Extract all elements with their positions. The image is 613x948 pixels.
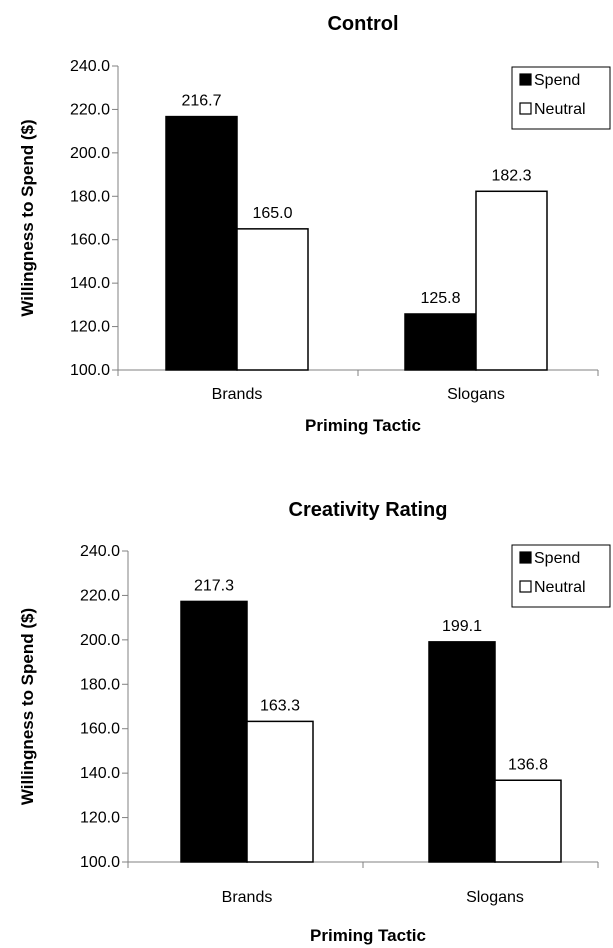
x-category-label: Brands	[222, 889, 273, 906]
bar-spend-slogans	[428, 641, 496, 863]
data-label: 216.7	[181, 93, 221, 110]
y-tick-label: 180.0	[70, 188, 110, 205]
data-label: 136.8	[508, 756, 548, 773]
chart-title: Creativity Rating	[289, 499, 448, 521]
data-label: 182.3	[491, 167, 531, 184]
y-tick-label: 160.0	[80, 721, 120, 738]
chart-panel-1: Control Willingness to Spend ($) 100.0 120.…	[18, 13, 611, 435]
legend-swatch-neutral	[519, 580, 532, 593]
legend-label-neutral: Neutral	[534, 101, 586, 118]
x-axis-title: Priming Tactic	[310, 926, 426, 945]
y-axis-title: Willingness to Spend ($)	[18, 608, 37, 805]
bar-neutral-slogans	[494, 779, 562, 863]
legend-label-spend: Spend	[534, 550, 580, 567]
y-tick-label: 180.0	[80, 676, 120, 693]
y-tick-label: 240.0	[70, 58, 110, 75]
legend-swatch-spend	[519, 73, 532, 86]
data-label: 165.0	[252, 205, 292, 222]
y-tick-label: 200.0	[70, 145, 110, 162]
y-tick-label: 140.0	[80, 765, 120, 782]
bar-spend-slogans	[404, 313, 477, 371]
y-tick-label: 160.0	[70, 232, 110, 249]
bar-neutral-brands	[236, 228, 309, 371]
y-tick-label: 100.0	[70, 362, 110, 379]
bar-neutral-slogans	[475, 190, 548, 371]
data-label: 217.3	[194, 577, 234, 594]
legend-label-neutral: Neutral	[534, 579, 586, 596]
x-category-label: Slogans	[447, 386, 505, 403]
y-tick-label: 140.0	[70, 275, 110, 292]
y-tick-label: 220.0	[70, 101, 110, 118]
legend-swatch-spend	[519, 551, 532, 564]
data-label: 163.3	[260, 697, 300, 714]
x-category-label: Slogans	[466, 889, 524, 906]
data-label: 199.1	[442, 618, 482, 635]
chart-panel-2: Creativity Rating Willingness to Spend ($…	[18, 499, 611, 945]
x-category-label: Brands	[212, 386, 263, 403]
y-tick-label: 200.0	[80, 632, 120, 649]
legend: Spend Neutral	[511, 544, 611, 608]
bar-neutral-brands	[246, 720, 314, 863]
legend: Spend Neutral	[511, 66, 611, 130]
y-tick-label: 220.0	[80, 587, 120, 604]
y-tick-label: 240.0	[80, 543, 120, 560]
bar-spend-brands	[180, 600, 248, 863]
legend-swatch-neutral	[519, 102, 532, 115]
y-tick-label: 120.0	[70, 319, 110, 336]
chart-title: Control	[327, 13, 398, 35]
y-tick-label: 120.0	[80, 810, 120, 827]
legend-label-spend: Spend	[534, 72, 580, 89]
data-label: 125.8	[420, 290, 460, 307]
y-axis-title: Willingness to Spend ($)	[18, 119, 37, 316]
x-axis-title: Priming Tactic	[305, 416, 421, 435]
y-tick-label: 100.0	[80, 854, 120, 871]
bar-spend-brands	[165, 115, 238, 371]
